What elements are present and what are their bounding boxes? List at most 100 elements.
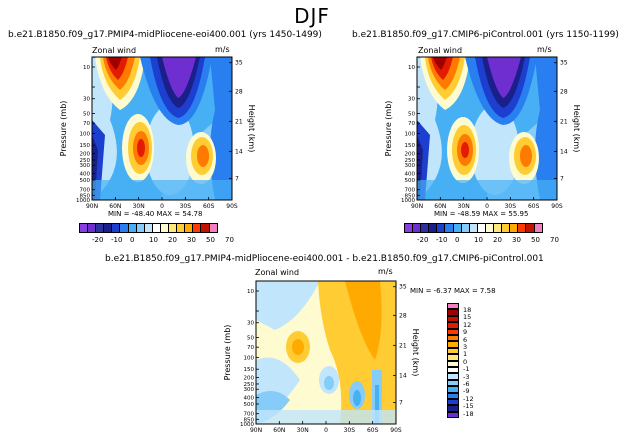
y-right-tick-label: 14 (560, 148, 568, 155)
y-right-tick-label: 28 (235, 88, 243, 95)
panel3-field-label: Zonal wind (255, 268, 300, 277)
panel3-field (256, 281, 396, 424)
colorbar-cell (447, 367, 459, 374)
panel1-colorbar (79, 223, 218, 233)
y-tick-label: 100 (80, 132, 91, 138)
y-tick-label: 100 (244, 356, 255, 362)
x-tick-label: 0 (324, 427, 328, 434)
x-tick-label: 30N (133, 203, 145, 210)
y-tick-label: 250 (244, 382, 255, 388)
y-right-tick-label: 7 (235, 176, 239, 183)
y-right-tick-label: 21 (560, 118, 568, 125)
y-tick-label: 300 (405, 163, 416, 169)
panel2-colorbar (404, 223, 543, 233)
y-tick-label: 50 (247, 335, 254, 341)
colorbar-label: -1 (463, 365, 470, 374)
colorbar-label: 20 (493, 236, 502, 244)
colorbar-label: 50 (531, 236, 540, 244)
y-tick-label: 850 (244, 417, 255, 423)
colorbar-label: 10 (474, 236, 483, 244)
x-tick-label: 90S (390, 427, 402, 434)
y-tick-label: 400 (405, 172, 416, 178)
x-tick-label: 90N (86, 203, 98, 210)
colorbar-label: -3 (463, 372, 470, 381)
y-tick-label: 10 (83, 65, 90, 71)
y-tick-label: 300 (80, 163, 91, 169)
y-tick-label: 500 (405, 178, 416, 184)
colorbar-cell (447, 411, 459, 419)
y-right-axis-label: Height (km) (411, 329, 420, 377)
colorbar-label: 0 (130, 236, 135, 244)
colorbar-label: -20 (92, 236, 104, 244)
colorbar-label: -9 (463, 387, 470, 396)
x-tick-label: 90S (226, 203, 238, 210)
y-right-tick-label: 21 (235, 118, 243, 125)
colorbar-label: 30 (512, 236, 521, 244)
y-tick-label: 100 (405, 132, 416, 138)
panel3-units: m/s (378, 267, 393, 276)
y-tick-label: 500 (80, 178, 91, 184)
colorbar-cell (447, 303, 459, 310)
y-tick-label: 30 (83, 97, 90, 103)
colorbar-cell (447, 392, 459, 399)
colorbar-label: -18 (463, 409, 474, 418)
y-tick-label: 500 (244, 402, 255, 408)
colorbar-label: 70 (225, 236, 234, 244)
colorbar-cell (447, 322, 459, 329)
y-right-tick-label: 35 (560, 60, 568, 67)
y-right-tick-label: 35 (235, 60, 243, 67)
colorbar-label: -10 (111, 236, 123, 244)
y-tick-label: 400 (80, 172, 91, 178)
y-right-tick-label: 28 (560, 88, 568, 95)
x-tick-label: 30S (505, 203, 517, 210)
colorbar-cell (447, 335, 459, 342)
panel2-units: m/s (537, 45, 552, 54)
colorbar-label: 10 (149, 236, 158, 244)
panel1-title: b.e21.B1850.f09_g17.PMIP4-midPliocene-eo… (8, 30, 322, 40)
y-tick-label: 1000 (76, 198, 90, 204)
x-tick-label: 90N (411, 203, 423, 210)
colorbar-cell (533, 223, 543, 233)
panel3-stats: MIN = -6.37 MAX = 7.58 (410, 287, 496, 295)
y-tick-label: 50 (408, 111, 415, 117)
panel2-field-label: Zonal wind (418, 46, 463, 55)
y-tick-label: 200 (80, 152, 91, 158)
y-right-tick-label: 21 (399, 342, 407, 349)
y-tick-label: 30 (247, 321, 254, 327)
y-right-tick-label: 7 (399, 400, 403, 407)
colorbar-cell (447, 399, 459, 406)
y-tick-label: 1000 (401, 198, 415, 204)
colorbar-label: 12 (463, 320, 472, 329)
y-tick-label: 300 (244, 387, 255, 393)
x-tick-label: 30N (458, 203, 470, 210)
y-tick-label: 850 (405, 193, 416, 199)
colorbar-label: -20 (417, 236, 429, 244)
x-tick-label: 0 (160, 203, 164, 210)
colorbar-label: 50 (206, 236, 215, 244)
panel3-title: b.e21.B1850.f09_g17.PMIP4-midPliocene-eo… (105, 254, 544, 264)
y-axis-label: Pressure (mb) (223, 325, 232, 381)
y-tick-label: 400 (244, 396, 255, 402)
colorbar-label: 1 (463, 350, 468, 359)
colorbar-label: 6 (463, 335, 468, 344)
y-tick-label: 10 (247, 289, 254, 295)
colorbar-label: 9 (463, 328, 468, 337)
x-tick-label: 60S (367, 427, 379, 434)
colorbar-cell (447, 341, 459, 348)
panel1-field-label: Zonal wind (92, 46, 137, 55)
colorbar-cell (447, 373, 459, 380)
y-tick-label: 250 (80, 158, 91, 164)
axes-group: 90N 60N 30N 0 30S 60S 90S103050701001502002503… (59, 60, 581, 434)
x-tick-label: 60N (109, 203, 121, 210)
y-tick-label: 70 (408, 121, 415, 127)
x-tick-label: 30N (297, 427, 309, 434)
y-tick-label: 70 (83, 121, 90, 127)
x-tick-label: 60S (203, 203, 215, 210)
y-tick-label: 250 (405, 158, 416, 164)
y-right-tick-label: 14 (235, 148, 243, 155)
x-tick-label: 0 (485, 203, 489, 210)
y-right-tick-label: 35 (399, 284, 407, 291)
y-right-tick-label: 14 (399, 372, 407, 379)
y-right-tick-label: 7 (560, 176, 564, 183)
y-tick-label: 70 (247, 345, 254, 351)
